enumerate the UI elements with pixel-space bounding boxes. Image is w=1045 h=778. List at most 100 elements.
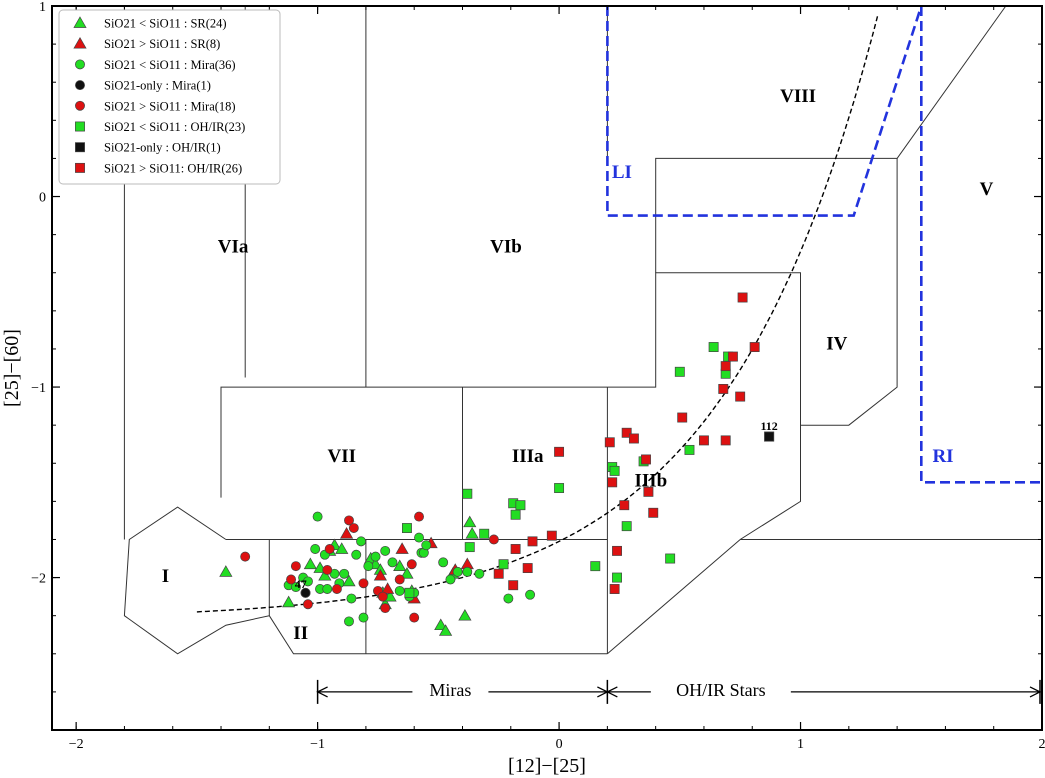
data-point [406, 559, 417, 570]
blue-dashed-boundaries [606, 5, 1042, 484]
data-point [479, 528, 490, 539]
data-point [510, 509, 521, 520]
legend-marker [75, 59, 85, 70]
data-point [346, 593, 357, 604]
data-point [488, 534, 499, 545]
data-point [331, 584, 342, 594]
data-point [282, 595, 296, 608]
series-3 [300, 587, 311, 598]
data-point [404, 587, 415, 598]
x-tick-label: −2 [69, 737, 84, 752]
x-tick-label: 1 [797, 737, 804, 752]
data-point [344, 515, 354, 526]
data-point [377, 591, 388, 602]
legend-marker [75, 142, 85, 153]
legend-entry: SiO21 < SiO11 : SR(24) [104, 17, 227, 31]
data-point [380, 603, 391, 614]
miras-arrow-left-head [316, 686, 328, 698]
region-label-v: V [980, 179, 994, 200]
legend-marker [73, 16, 87, 28]
data-point [286, 574, 296, 585]
data-point [708, 342, 719, 352]
data-point [324, 544, 335, 554]
y-axis-label: [25]−[60] [1, 329, 23, 407]
x-axis-label: [12]−[25] [508, 755, 586, 777]
region-boundary-12 [655, 157, 898, 426]
series-6 [764, 431, 775, 442]
legend-entry: SiO21 > SiO11 : Mira(18) [104, 99, 236, 113]
data-point [348, 523, 359, 533]
data-point [445, 574, 456, 585]
data-point [720, 361, 731, 372]
data-point [387, 557, 398, 568]
data-point [522, 563, 533, 574]
region-boundary-14 [896, 5, 1007, 159]
data-point [699, 435, 709, 446]
data-point [619, 500, 630, 511]
data-point [621, 427, 632, 438]
data-point [604, 437, 615, 448]
star-id-label: 47 [295, 577, 307, 591]
region-label-iv: IV [826, 333, 847, 354]
data-point [421, 540, 432, 551]
data-point [303, 576, 313, 587]
data-point [395, 542, 409, 554]
legend-entry: SiO21 > SiO11: OH/IR(26) [104, 161, 242, 175]
data-point [515, 500, 526, 511]
data-point [628, 433, 639, 444]
data-point [677, 412, 688, 423]
data-point [394, 585, 405, 596]
data-point [648, 507, 659, 518]
legend-entry: SiO21 > SiO11 : SR(8) [104, 37, 220, 51]
data-point [674, 366, 685, 377]
region-boundary-2 [123, 506, 270, 655]
data-point [527, 536, 538, 547]
data-point [393, 559, 407, 571]
data-point [303, 557, 317, 570]
legend-marker [75, 80, 85, 91]
data-point [452, 566, 463, 577]
legend-marker [75, 162, 85, 173]
data-point [465, 527, 479, 539]
data-point [508, 580, 519, 591]
data-point [373, 568, 387, 581]
data-point [363, 561, 374, 572]
data-point [219, 565, 233, 577]
region-label-vib: VIb [490, 236, 522, 257]
region-boundary-10 [607, 272, 801, 655]
data-point [434, 618, 448, 631]
data-point [339, 527, 354, 539]
data-point [240, 551, 251, 562]
legend-box [58, 9, 281, 185]
region-label-i: I [162, 566, 169, 587]
data-point [609, 465, 620, 476]
data-point [474, 568, 485, 579]
data-point [609, 584, 620, 594]
region-label-li: LI [612, 162, 632, 183]
data-point [643, 486, 654, 497]
data-point [356, 536, 367, 547]
ohir-arrow-left-head [605, 686, 618, 698]
data-point [462, 566, 473, 577]
data-point [438, 624, 453, 636]
region-label-via: VIa [218, 236, 249, 257]
data-point [458, 608, 472, 621]
data-point [464, 542, 475, 553]
region-label-ri: RI [932, 446, 953, 467]
data-point [590, 561, 601, 572]
data-point [684, 444, 695, 455]
data-point [727, 351, 738, 362]
data-point [322, 565, 333, 575]
data-point [322, 584, 333, 594]
miras-label: Miras [429, 680, 471, 700]
data-point [400, 567, 414, 579]
data-point [394, 574, 405, 585]
data-point [735, 391, 746, 402]
y-tick-label: −2 [31, 572, 46, 587]
data-point [402, 523, 412, 533]
data-point [381, 582, 395, 594]
data-point [414, 532, 424, 543]
legend-entry: SiO21 < SiO11 : OH/IR(23) [104, 120, 245, 134]
